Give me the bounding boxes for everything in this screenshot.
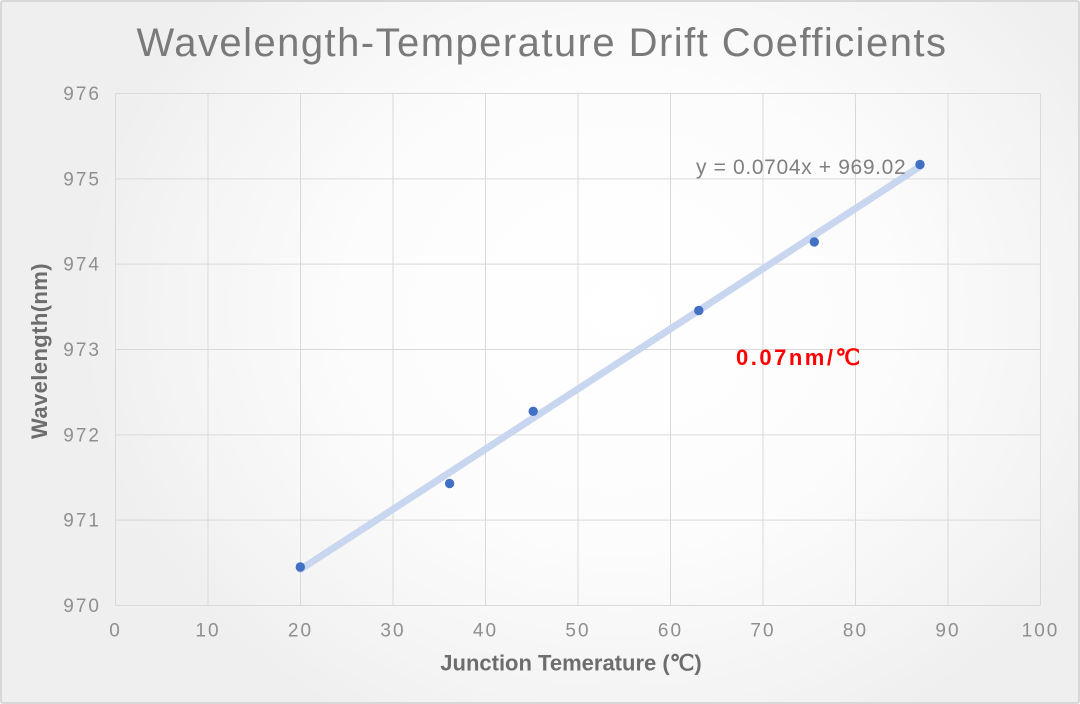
svg-text:60: 60 <box>658 621 683 642</box>
svg-text:973: 973 <box>63 340 101 361</box>
svg-text:970: 970 <box>63 596 101 617</box>
svg-text:976: 976 <box>63 84 101 105</box>
svg-text:10: 10 <box>195 621 220 642</box>
svg-text:40: 40 <box>473 621 498 642</box>
svg-text:20: 20 <box>288 621 313 642</box>
svg-text:0: 0 <box>109 621 122 642</box>
svg-text:100: 100 <box>1022 621 1060 642</box>
svg-text:80: 80 <box>843 621 868 642</box>
svg-text:90: 90 <box>935 621 960 642</box>
svg-text:30: 30 <box>380 621 405 642</box>
svg-text:974: 974 <box>63 255 101 276</box>
svg-text:Wavelength(nm): Wavelength(nm) <box>27 263 52 439</box>
svg-text:975: 975 <box>63 169 101 190</box>
svg-text:70: 70 <box>750 621 775 642</box>
svg-text:971: 971 <box>63 511 101 532</box>
svg-text:0.07nm/℃: 0.07nm/℃ <box>736 345 863 370</box>
svg-text:Wavelength-Temperature Drift C: Wavelength-Temperature Drift Coefficient… <box>137 21 948 65</box>
svg-text:972: 972 <box>63 425 101 446</box>
svg-text:y = 0.0704x + 969.02: y = 0.0704x + 969.02 <box>696 156 906 179</box>
svg-text:50: 50 <box>565 621 590 642</box>
svg-text:Junction Temerature (℃): Junction Temerature (℃) <box>440 651 701 676</box>
